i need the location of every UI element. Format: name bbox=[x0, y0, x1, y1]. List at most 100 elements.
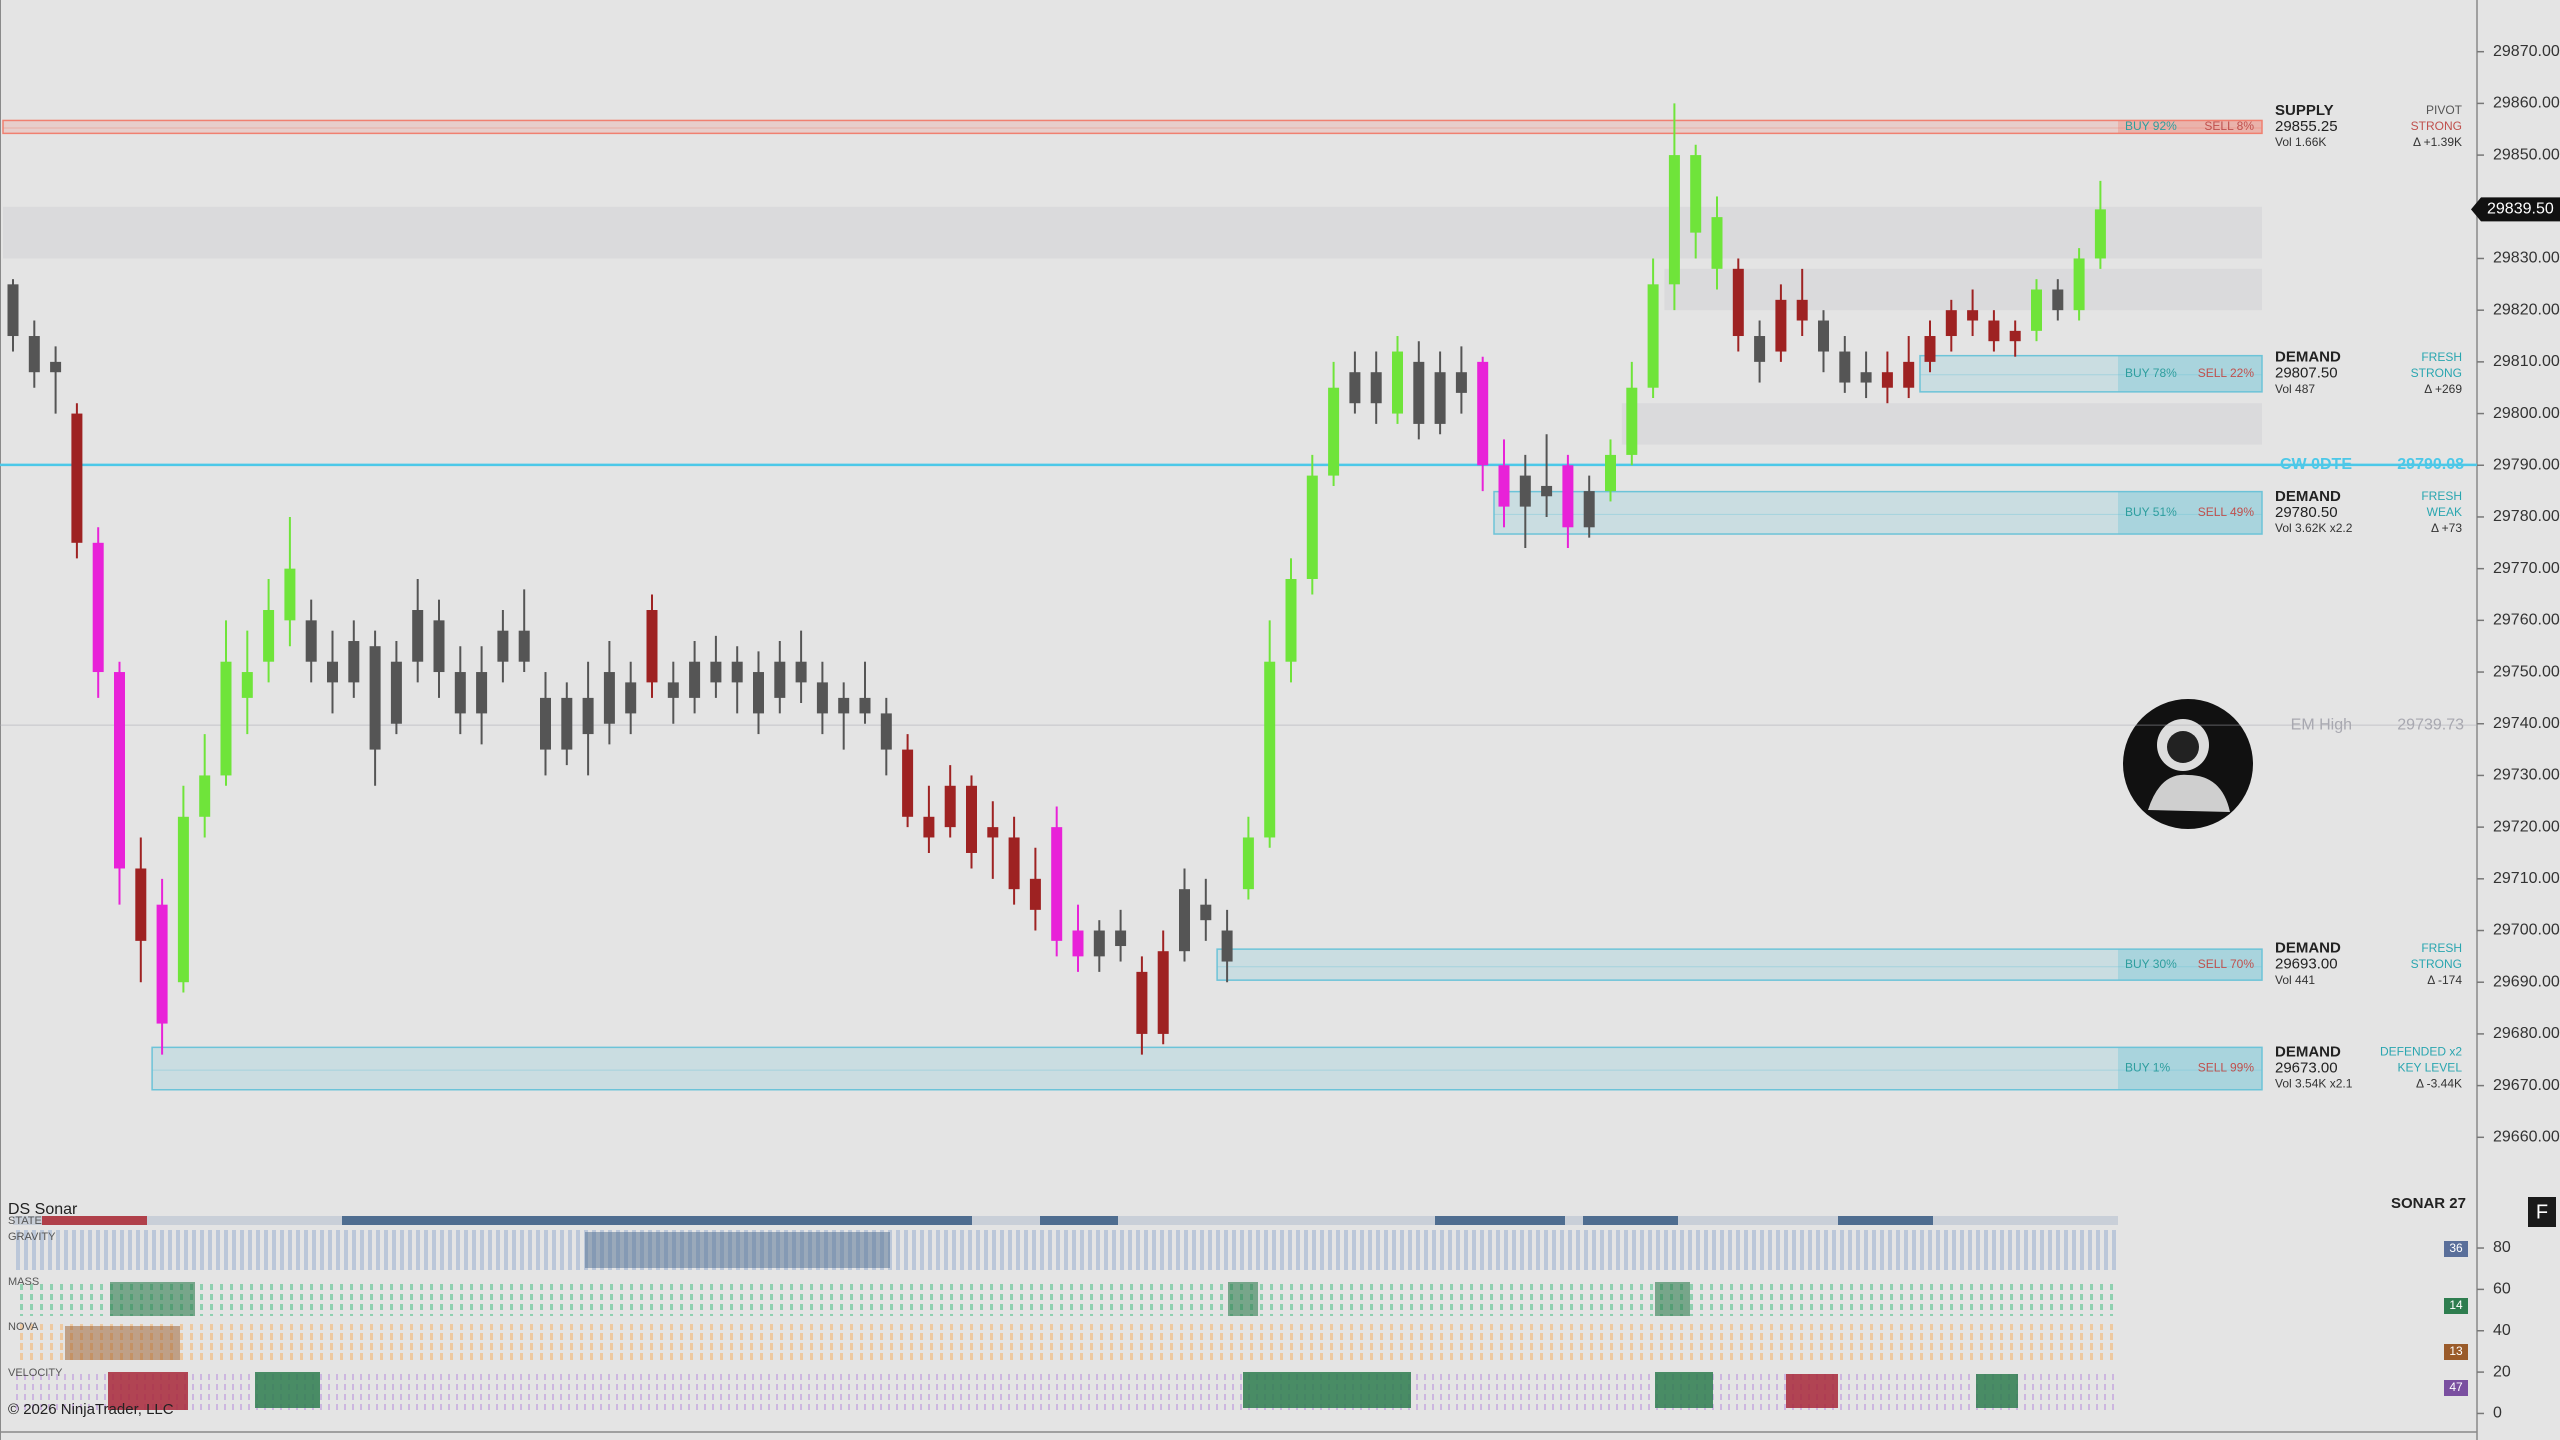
candle-body bbox=[327, 661, 338, 683]
zone-status: PIVOT bbox=[2426, 103, 2463, 117]
candle-body bbox=[454, 672, 466, 714]
sonar-decor bbox=[13, 1216, 2118, 1410]
sonar-reading: 36 bbox=[2449, 1241, 2463, 1255]
zone-label-box bbox=[2118, 949, 2262, 981]
candle-body bbox=[902, 749, 914, 817]
y-tick-label: 29660.00 bbox=[2493, 1129, 2560, 1146]
last-price-label: 29839.50 bbox=[2487, 201, 2554, 218]
candle-body bbox=[263, 610, 275, 662]
indicator-name: SONAR 27 bbox=[2391, 1195, 2466, 1212]
sonar-tick-label: 40 bbox=[2493, 1322, 2511, 1339]
candle-body bbox=[1903, 361, 1915, 388]
f-button[interactable] bbox=[2528, 1197, 2556, 1227]
state-segment bbox=[1838, 1216, 1933, 1225]
sonar-badge bbox=[2444, 1241, 2468, 1257]
candle-body bbox=[1455, 372, 1467, 393]
candle-body bbox=[1626, 387, 1638, 455]
sonar-reading: 47 bbox=[2449, 1380, 2463, 1394]
candle-body bbox=[369, 646, 381, 750]
candle-body bbox=[71, 413, 83, 543]
logo bbox=[2123, 699, 2253, 829]
candle-body bbox=[1562, 465, 1574, 528]
candle-body bbox=[753, 672, 764, 714]
candle-body bbox=[561, 697, 573, 750]
zone-volume: Vol 441 bbox=[2275, 973, 2315, 987]
candle-body bbox=[1988, 320, 2000, 342]
candle-body bbox=[1093, 930, 1105, 957]
candle-body bbox=[518, 630, 530, 662]
copyright: © 2026 NinjaTrader, LLC bbox=[8, 1401, 174, 1418]
candle-body bbox=[1647, 284, 1659, 388]
candle-body bbox=[1945, 310, 1957, 337]
candle-body bbox=[1221, 930, 1233, 962]
candle-body bbox=[1200, 904, 1212, 921]
candle-body bbox=[923, 816, 935, 838]
candle-body bbox=[795, 661, 807, 683]
f-button-label[interactable]: F bbox=[2536, 1201, 2548, 1223]
candle-body bbox=[412, 610, 424, 662]
candle-body bbox=[1541, 485, 1553, 497]
zone-label-box bbox=[2118, 355, 2262, 392]
zone-delta: Δ +1.39K bbox=[2413, 135, 2462, 149]
zone bbox=[1216, 948, 2263, 981]
candle-body bbox=[1839, 351, 1851, 383]
level-value: 29739.73 bbox=[2397, 716, 2464, 733]
candle-body bbox=[2052, 289, 2064, 311]
candle-body bbox=[1434, 372, 1446, 424]
zone-status: WEAK bbox=[2427, 505, 2462, 519]
candle-body bbox=[1115, 930, 1127, 947]
candle-body bbox=[1711, 217, 1723, 269]
state-segment bbox=[1583, 1216, 1678, 1225]
candle-body bbox=[2031, 289, 2042, 331]
zone-volume: Vol 487 bbox=[2275, 382, 2315, 396]
candle-body bbox=[1370, 372, 1382, 404]
candle-body bbox=[1136, 971, 1148, 1034]
candle-body bbox=[220, 661, 232, 776]
zone-kind: DEMAND bbox=[2275, 349, 2341, 366]
faded-zone bbox=[1664, 268, 2262, 311]
candle-body bbox=[582, 697, 594, 735]
candle-body bbox=[1157, 951, 1169, 1034]
velocity-block bbox=[108, 1372, 188, 1410]
velocity-block bbox=[1976, 1374, 2018, 1408]
candle-body bbox=[305, 620, 317, 662]
candle-body bbox=[540, 697, 551, 750]
state-segment bbox=[1435, 1216, 1565, 1225]
candle-body bbox=[114, 672, 125, 869]
candle-body bbox=[1179, 889, 1190, 952]
zone-status: DEFENDED x2 bbox=[2380, 1045, 2462, 1059]
logo-body bbox=[2148, 774, 2230, 812]
candle-body bbox=[476, 672, 488, 714]
level-label: CW 0DTE bbox=[2280, 456, 2352, 473]
sonar-row-label: NOVA bbox=[8, 1321, 39, 1333]
zone-volume: Vol 1.66K bbox=[2275, 135, 2326, 149]
y-tick-label: 29720.00 bbox=[2493, 818, 2560, 835]
gravity-bars bbox=[13, 1230, 2118, 1270]
zone-buy: BUY 30% bbox=[2125, 957, 2177, 971]
velocity-block bbox=[1243, 1372, 1411, 1408]
candle-body bbox=[156, 904, 168, 1024]
level-value: 29790.08 bbox=[2397, 456, 2464, 473]
zone-delta: Δ +269 bbox=[2424, 382, 2462, 396]
candle-body bbox=[1967, 310, 1979, 321]
y-tick-label: 29790.00 bbox=[2493, 456, 2560, 473]
zone-status: STRONG bbox=[2411, 957, 2462, 971]
zone bbox=[151, 1046, 2263, 1091]
candle-body bbox=[816, 682, 828, 714]
candle-body bbox=[1477, 361, 1489, 466]
faded-zone bbox=[1621, 403, 2262, 445]
y-tick-label: 29680.00 bbox=[2493, 1025, 2560, 1042]
y-tick-label: 29670.00 bbox=[2493, 1077, 2560, 1094]
candle-body bbox=[390, 661, 402, 724]
candle-body bbox=[92, 542, 104, 673]
candle-body bbox=[1690, 155, 1702, 233]
nova-bars bbox=[13, 1324, 2118, 1362]
candle-body bbox=[1072, 930, 1084, 957]
candle-body bbox=[177, 816, 189, 983]
candle-body bbox=[433, 620, 445, 673]
sonar-row-label: MASS bbox=[8, 1276, 39, 1288]
logo-visor bbox=[2167, 731, 2199, 763]
candle-body bbox=[135, 868, 147, 941]
